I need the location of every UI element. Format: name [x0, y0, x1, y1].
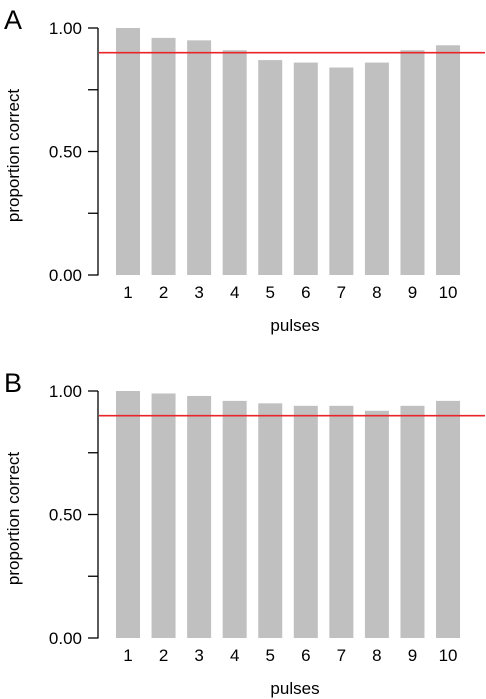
chart-panel-b: B 0.00 0.50 1.00 1 2 3 4 5 6 7 8 9 10 pulses proportion…	[4, 368, 485, 698]
bar-8	[364, 62, 389, 275]
bar-5	[258, 403, 283, 638]
x-tick-label: 4	[230, 646, 239, 665]
x-tick-label: 9	[408, 646, 417, 665]
x-tick-label: 7	[337, 283, 346, 302]
panel-label: B	[4, 368, 22, 398]
y-tick-label: 0.50	[49, 506, 82, 525]
x-tick-label: 6	[301, 646, 310, 665]
x-tick-label: 8	[372, 646, 381, 665]
x-tick-label: 6	[301, 283, 310, 302]
x-axis-label: pulses	[270, 316, 319, 335]
panel-label: A	[4, 5, 22, 35]
bar-5	[258, 60, 283, 275]
bar-2	[151, 37, 176, 275]
bar-7	[329, 405, 354, 638]
bar-2	[151, 393, 176, 638]
bar-6	[293, 405, 318, 638]
bar-4	[222, 400, 247, 638]
x-tick-label: 7	[337, 646, 346, 665]
x-tick-label: 1	[123, 646, 132, 665]
bar-3	[187, 395, 212, 638]
x-tick-label: 10	[439, 646, 458, 665]
bar-7	[329, 67, 354, 276]
x-tick-label: 5	[266, 283, 275, 302]
x-tick-label: 9	[408, 283, 417, 302]
x-tick-label: 5	[266, 646, 275, 665]
bar-10	[436, 45, 461, 275]
chart-panel-a: A 0.00 0.50 1.00 1 2 3 4 5 6 7 8 9 10 pulses proportion…	[4, 5, 485, 335]
bar-4	[222, 50, 247, 276]
x-axis-label: pulses	[270, 679, 319, 698]
bar-1	[116, 391, 140, 638]
x-tick-label: 8	[372, 283, 381, 302]
y-tick-label: 1.00	[49, 382, 82, 401]
bar-9	[400, 50, 425, 276]
x-tick-label: 2	[159, 283, 168, 302]
y-tick-label: 0.00	[49, 266, 82, 285]
bar-8	[364, 410, 389, 638]
x-tick-label: 2	[159, 646, 168, 665]
x-tick-label: 1	[123, 283, 132, 302]
bar-10	[436, 400, 461, 638]
y-tick-label: 1.00	[49, 19, 82, 38]
bar-9	[400, 405, 425, 638]
x-tick-label: 4	[230, 283, 239, 302]
x-tick-label: 3	[194, 646, 203, 665]
x-tick-label: 3	[194, 283, 203, 302]
y-tick-label: 0.50	[49, 143, 82, 162]
y-tick-label: 0.00	[49, 629, 82, 648]
x-tick-label: 10	[439, 283, 458, 302]
y-axis-label: proportion correct	[4, 89, 23, 223]
bar-1	[116, 28, 140, 275]
bar-3	[187, 40, 212, 275]
y-axis-label: proportion correct	[4, 452, 23, 586]
bar-6	[293, 62, 318, 275]
